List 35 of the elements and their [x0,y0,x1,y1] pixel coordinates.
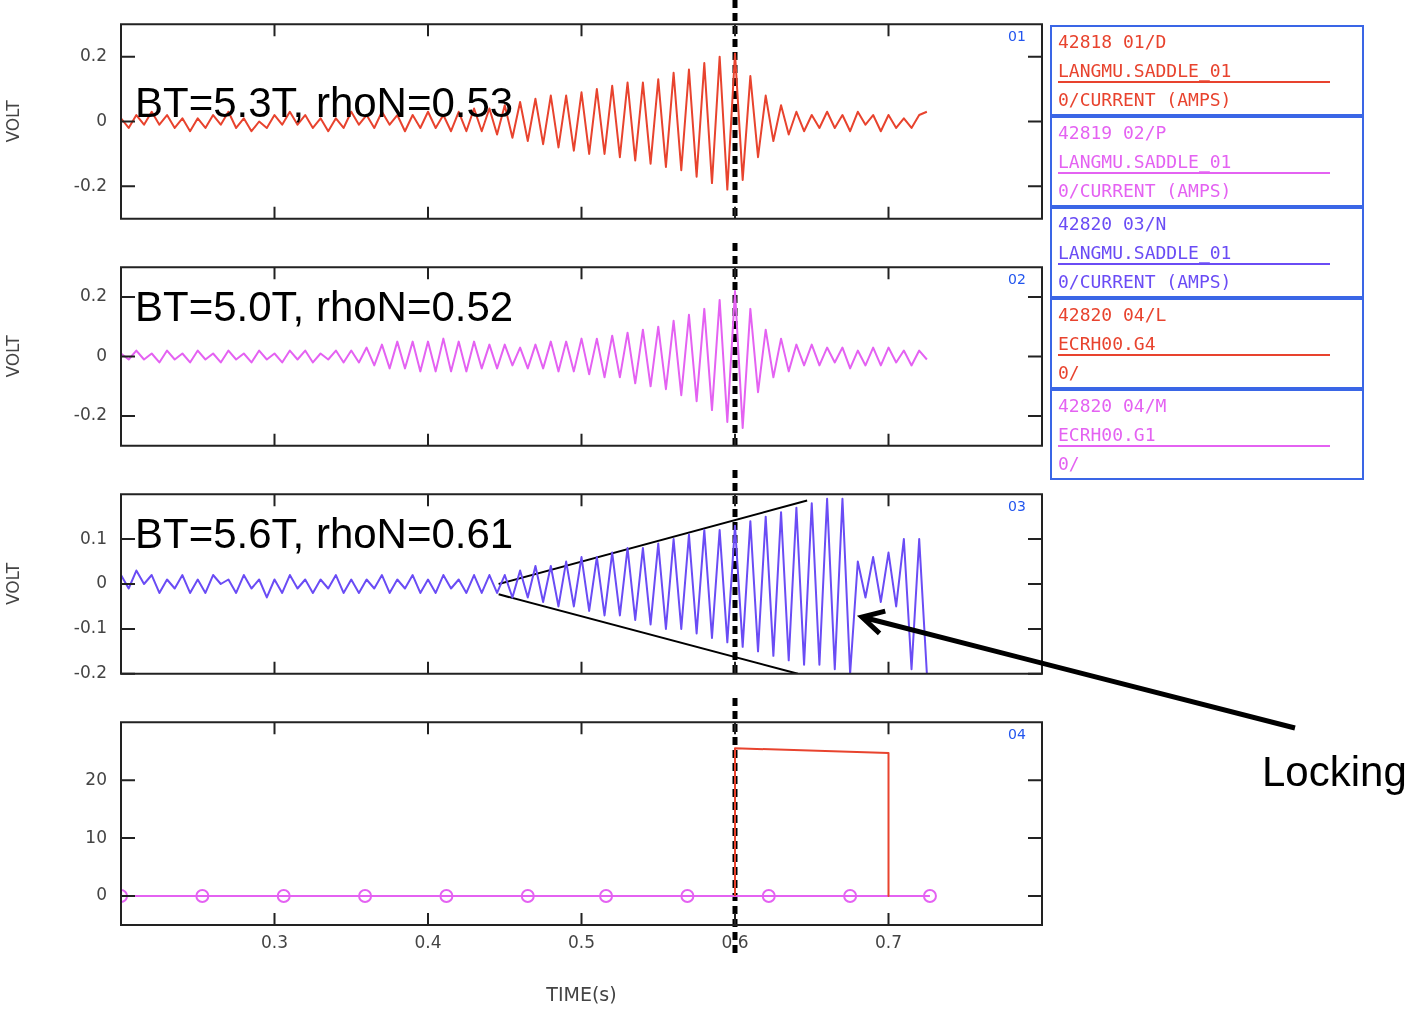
x-axis-title: TIME(s) [545,982,617,1005]
annotation: 04 [1008,726,1026,743]
y-tick-label: 10 [85,826,107,847]
text: 42819 02/P LANGMU.SADDLE_01 0/CURRENT (AMPS) [1058,121,1233,203]
y-tick-label: 0 [96,884,107,905]
y-tick-label: 20 [85,768,107,789]
y-tick-label: 0.2 [79,285,107,306]
annotation: BT=5.6T, rhoN=0.61 [135,510,514,559]
y-tick-label: 0.2 [79,45,107,66]
y-axis-title: VOLT [2,99,23,143]
text: 42820 03/N LANGMU.SADDLE_01 0/CURRENT (AMPS) [1058,212,1233,294]
annotation: BT=5.0T, rhoN=0.52 [135,283,514,332]
y-tick-label: 0.1 [79,527,107,548]
x-tick-label: 0.7 [874,931,903,952]
x-tick-label: 0.4 [414,931,442,952]
x-tick-label: 0.5 [567,931,596,952]
y-axis-title: VOLT [2,334,23,378]
text: 42818 01/D LANGMU.SADDLE_01 0/CURRENT (AMPS) [1058,30,1233,112]
annotation: BT=5.3T, rhoN=0.53 [135,79,514,128]
annotation: 01 [1008,28,1026,45]
x-tick-label: 0.3 [260,931,289,952]
text: 42820 04/L ECRH00.G4 0/ [1058,303,1168,385]
y-tick-label: -0.2 [73,174,107,195]
annotation: 02 [1008,271,1026,288]
x-tick-label: 0.6 [721,931,749,952]
y-tick-label: -0.1 [73,617,107,638]
annotation: 03 [1008,498,1026,515]
y-axis-title: VOLT [2,562,23,606]
y-tick-label: -0.2 [73,404,107,425]
text: 42820 04/M ECRH00.G1 0/ [1058,394,1168,476]
text: Locking [1262,748,1407,796]
y-tick-label: 0 [96,109,107,130]
y-tick-label: 0 [96,344,107,365]
y-tick-label: -0.2 [73,662,107,683]
y-tick-label: 0 [96,572,107,593]
